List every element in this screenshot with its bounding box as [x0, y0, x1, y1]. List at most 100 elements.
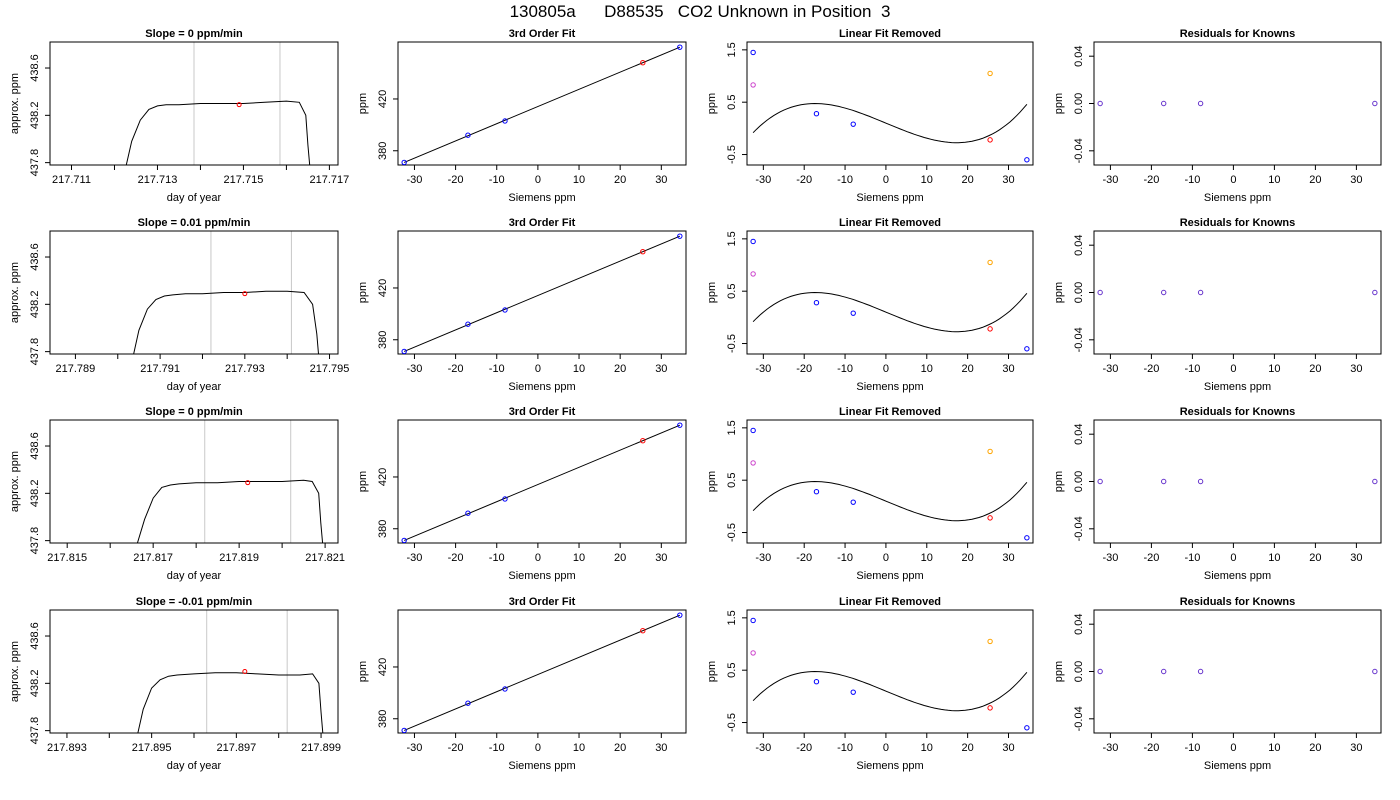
plot-frame	[397, 419, 687, 544]
plot-area	[136, 479, 324, 543]
y-axis-label: ppm	[706, 471, 718, 492]
x-tick-label: 20	[614, 363, 626, 375]
y-tick-label: 438.2	[29, 480, 41, 508]
data-point	[242, 669, 248, 674]
plot-area	[1097, 478, 1378, 485]
x-tick-label: -10	[837, 742, 853, 754]
data-point	[640, 438, 646, 444]
data-point	[813, 111, 820, 117]
y-tick-label: 0.04	[1073, 45, 1085, 66]
y-tick-label: -0.04	[1073, 516, 1085, 541]
x-tick-label: 30	[1002, 552, 1014, 564]
x-tick-label: -30	[755, 174, 771, 186]
data-point	[1161, 668, 1167, 675]
x-tick-label: -10	[1184, 742, 1200, 754]
data-point	[401, 537, 407, 543]
y-axis-label: approx. ppm	[9, 73, 21, 134]
panel-title: 3rd Order Fit	[509, 28, 576, 40]
y-tick-label: -0.5	[726, 713, 738, 732]
data-point	[1097, 289, 1103, 296]
x-tick-label: 217.819	[219, 552, 259, 564]
x-tick-label: -10	[837, 363, 853, 375]
chart-panel-7: Linear Fit Removed -30 -20 -10 0 10 20 30 Siemen…	[706, 217, 1034, 393]
series-line	[125, 100, 311, 165]
y-axis: 437.8 438.2 438.6	[29, 54, 50, 176]
y-axis-label: ppm	[706, 93, 718, 114]
data-point	[1161, 100, 1167, 107]
data-point	[1197, 100, 1204, 107]
x-axis-label: Siemens ppm	[856, 381, 923, 393]
x-tick-label: 10	[573, 174, 585, 186]
data-point	[465, 510, 471, 516]
panel-title: Slope = 0 ppm/min	[145, 28, 243, 40]
y-tick-label: 380	[377, 520, 389, 538]
x-tick-label: -20	[1143, 363, 1159, 375]
x-tick-label: -20	[1143, 742, 1159, 754]
y-axis: -0.04 0.00 0.04	[1073, 423, 1094, 541]
x-tick-label: 10	[1268, 552, 1280, 564]
data-point	[640, 628, 646, 634]
x-tick-label: 217.715	[224, 174, 264, 186]
data-point	[750, 460, 756, 466]
x-tick-label: 20	[1309, 552, 1321, 564]
x-tick-label: 20	[614, 174, 626, 186]
panel-title: Residuals for Knowns	[1180, 406, 1296, 418]
data-point	[1161, 289, 1167, 296]
y-tick-label: 438.6	[29, 432, 41, 460]
plot-frame	[1093, 41, 1382, 166]
x-tick-label: -30	[407, 742, 423, 754]
x-tick-label: 10	[573, 363, 585, 375]
x-tick-label: 217.793	[225, 363, 265, 375]
x-tick-label: 217.713	[138, 174, 178, 186]
x-tick-label: 30	[655, 552, 667, 564]
y-tick-label: 437.8	[29, 149, 41, 177]
x-tick-label: -30	[407, 552, 423, 564]
data-point	[987, 515, 993, 521]
chart-panel-2: 3rd Order Fit -30 -20 -10 0 10 20 30 Siemens ppm…	[357, 28, 687, 204]
panel-title: Residuals for Knowns	[1180, 217, 1296, 229]
data-point	[502, 307, 508, 313]
panel-title: Linear Fit Removed	[839, 406, 941, 418]
y-axis-label: approx. ppm	[9, 641, 21, 702]
y-axis: 380 420	[377, 90, 398, 160]
y-tick-label: 0.00	[1073, 661, 1085, 682]
data-point	[750, 271, 756, 277]
y-tick-label: -0.5	[726, 145, 738, 164]
x-tick-label: -20	[796, 742, 812, 754]
page-title: 130805a D88535 CO2 Unknown in Position 3	[509, 2, 891, 21]
y-tick-label: 1.5	[726, 231, 738, 246]
data-point	[1197, 289, 1204, 296]
x-axis: -30 -20 -10 0 10 20 30	[407, 354, 667, 375]
plot-frame	[49, 41, 339, 166]
data-point	[1024, 346, 1030, 352]
plot-frame	[1093, 230, 1382, 355]
fit-curve	[752, 670, 1028, 712]
x-tick-label: 30	[655, 363, 667, 375]
y-tick-label: 438.6	[29, 54, 41, 82]
plot-frame	[49, 419, 339, 544]
x-tick-label: -30	[755, 742, 771, 754]
data-point	[987, 638, 993, 645]
data-point	[677, 44, 683, 50]
x-tick-label: -20	[448, 363, 464, 375]
y-tick-label: 437.8	[29, 717, 41, 745]
data-point	[1024, 157, 1030, 163]
y-axis: 380 420	[377, 658, 398, 728]
y-axis: -0.04 0.00 0.04	[1073, 234, 1094, 352]
data-point	[1024, 535, 1030, 541]
x-tick-label: 217.817	[133, 552, 173, 564]
y-tick-label: 0.04	[1073, 613, 1085, 634]
y-tick-label: -0.5	[726, 334, 738, 353]
y-tick-label: 0.5	[726, 473, 738, 488]
plot-frame	[397, 41, 687, 166]
y-tick-label: 438.6	[29, 243, 41, 271]
x-tick-label: -30	[1102, 552, 1118, 564]
plot-frame	[1093, 419, 1382, 544]
y-tick-label: 0.00	[1073, 282, 1085, 303]
x-axis: -30 -20 -10 0 10 20 30	[755, 165, 1015, 186]
data-point	[987, 326, 993, 332]
series-line	[137, 672, 324, 733]
data-point	[1197, 668, 1204, 675]
x-axis-label: day of year	[167, 570, 222, 582]
